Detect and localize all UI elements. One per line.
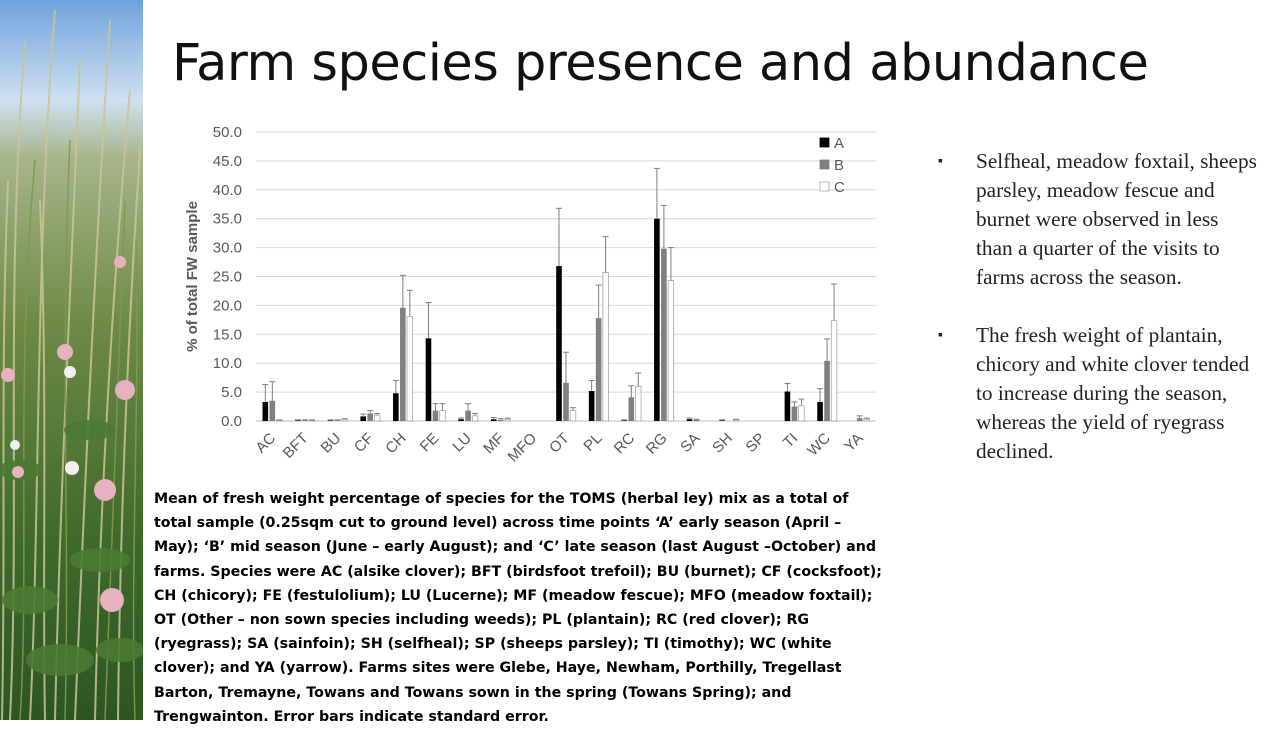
- bar-b-ch: [400, 307, 406, 421]
- x-tick-label: TI: [780, 430, 801, 451]
- legend-swatch: [819, 181, 830, 192]
- bar-a-ac: [262, 401, 269, 421]
- bar-b-pl: [595, 318, 602, 421]
- bar-a-sa: [686, 419, 693, 421]
- y-tick-label: 40.0: [213, 182, 242, 199]
- bar-a-ch: [393, 393, 399, 421]
- y-tick-label: 0.0: [221, 413, 242, 430]
- meadow-picture: [0, 0, 143, 720]
- x-tick-label: AC: [252, 430, 279, 457]
- bar-b-bu: [334, 420, 341, 421]
- bar-b-rc: [628, 397, 635, 421]
- bar-a-rg: [654, 218, 660, 421]
- x-tick-label: BU: [318, 430, 345, 457]
- bar-b-ti: [791, 406, 798, 421]
- bar-b-bft: [302, 420, 308, 421]
- legend-swatch: [819, 137, 830, 148]
- bar-c-cf: [374, 414, 381, 422]
- legend-label: C: [834, 179, 845, 196]
- bar-a-fe: [425, 338, 432, 421]
- x-tick-label: CF: [351, 430, 377, 456]
- legend-label: B: [834, 157, 844, 174]
- bar-c-wc: [830, 320, 838, 422]
- bar-a-ti: [784, 391, 791, 421]
- species-bar-chart: 0.0 5.0 10.0 15.0 20.0 25.0 30.0 35.0 40.0 45.0 50…: [176, 118, 896, 478]
- x-tick-label: OT: [546, 430, 573, 457]
- bar-c-mf: [504, 418, 511, 422]
- bullet-list: Selfheal, meadow foxtail, sheeps parsley…: [938, 147, 1260, 495]
- x-tick-label: LU: [449, 430, 475, 456]
- y-tick-label: 45.0: [213, 153, 242, 170]
- bar-b-mf: [497, 419, 504, 421]
- y-axis-title: % of total FW sample: [184, 201, 201, 352]
- bar-a-cf: [360, 416, 367, 421]
- y-tick-label: 50.0: [213, 124, 242, 141]
- y-tick-label: 25.0: [213, 269, 242, 286]
- y-tick-label: 15.0: [213, 326, 242, 343]
- bar-c-sh: [732, 419, 740, 422]
- bar-c-ac: [276, 420, 283, 422]
- x-tick-label: FE: [417, 430, 443, 456]
- bar-c-ot: [569, 410, 577, 422]
- bar-a-ot: [556, 266, 562, 421]
- bar-a-mf: [490, 419, 497, 421]
- x-tick-label: SP: [742, 430, 768, 456]
- bullet-item: Selfheal, meadow foxtail, sheeps parsley…: [938, 147, 1260, 292]
- y-tick-label: 10.0: [213, 355, 242, 372]
- bar-b-ot: [563, 382, 569, 421]
- x-tick-label: SH: [709, 430, 736, 457]
- bar-a-bft: [295, 420, 301, 421]
- bullet-item: The fresh weight of plantain, chicory an…: [938, 321, 1260, 466]
- bar-a-rc: [621, 420, 628, 421]
- x-tick-label: RC: [611, 430, 638, 457]
- bar-b-ya: [856, 418, 863, 421]
- chart-canvas: 0.0 5.0 10.0 15.0 20.0 25.0 30.0 35.0 40.0 45.0 50…: [184, 124, 876, 466]
- x-tick-label: MF: [480, 430, 507, 457]
- grass-photo: [0, 0, 143, 720]
- y-tick-label: 5.0: [221, 384, 242, 401]
- x-tick-label: MFO: [505, 430, 541, 466]
- bar-b-rg: [661, 248, 667, 421]
- figure-caption: Mean of fresh weight percentage of speci…: [154, 491, 882, 725]
- bar-b-sa: [693, 419, 700, 421]
- bar-a-sh: [719, 420, 725, 421]
- x-tick-label: BFT: [280, 430, 312, 462]
- legend-label: A: [834, 135, 844, 152]
- bar-b-fe: [432, 410, 439, 421]
- bar-c-lu: [471, 415, 479, 422]
- bar-b-lu: [465, 410, 471, 421]
- bar-a-pl: [588, 390, 595, 421]
- x-tick-label: PL: [580, 430, 605, 455]
- bar-a-wc: [817, 401, 823, 421]
- y-tick-label: 20.0: [213, 297, 242, 314]
- x-tick-label: SA: [677, 430, 703, 456]
- bar-c-rc: [635, 385, 642, 422]
- x-tick-label: YA: [841, 430, 866, 455]
- bar-c-fe: [439, 410, 446, 422]
- bar-c-bft: [308, 420, 316, 422]
- y-tick-label: 30.0: [213, 240, 242, 257]
- x-tick-label: CH: [382, 430, 409, 457]
- x-tick-label: WC: [804, 430, 834, 460]
- bar-b-wc: [824, 360, 830, 421]
- bar-c-rg: [667, 280, 675, 422]
- legend-swatch: [819, 159, 830, 170]
- bar-c-ya: [863, 418, 870, 422]
- bar-c-pl: [602, 272, 609, 422]
- y-tick-label: 35.0: [213, 211, 242, 228]
- bar-a-lu: [458, 419, 464, 421]
- x-tick-label: RG: [643, 430, 671, 458]
- bar-c-bu: [341, 418, 348, 422]
- bar-b-ac: [269, 400, 276, 421]
- bar-c-ti: [798, 404, 805, 422]
- bar-a-bu: [327, 420, 334, 421]
- bar-c-ch: [406, 315, 414, 422]
- bar-b-cf: [367, 413, 374, 421]
- slide-title: Farm species presence and abundance: [172, 34, 1149, 93]
